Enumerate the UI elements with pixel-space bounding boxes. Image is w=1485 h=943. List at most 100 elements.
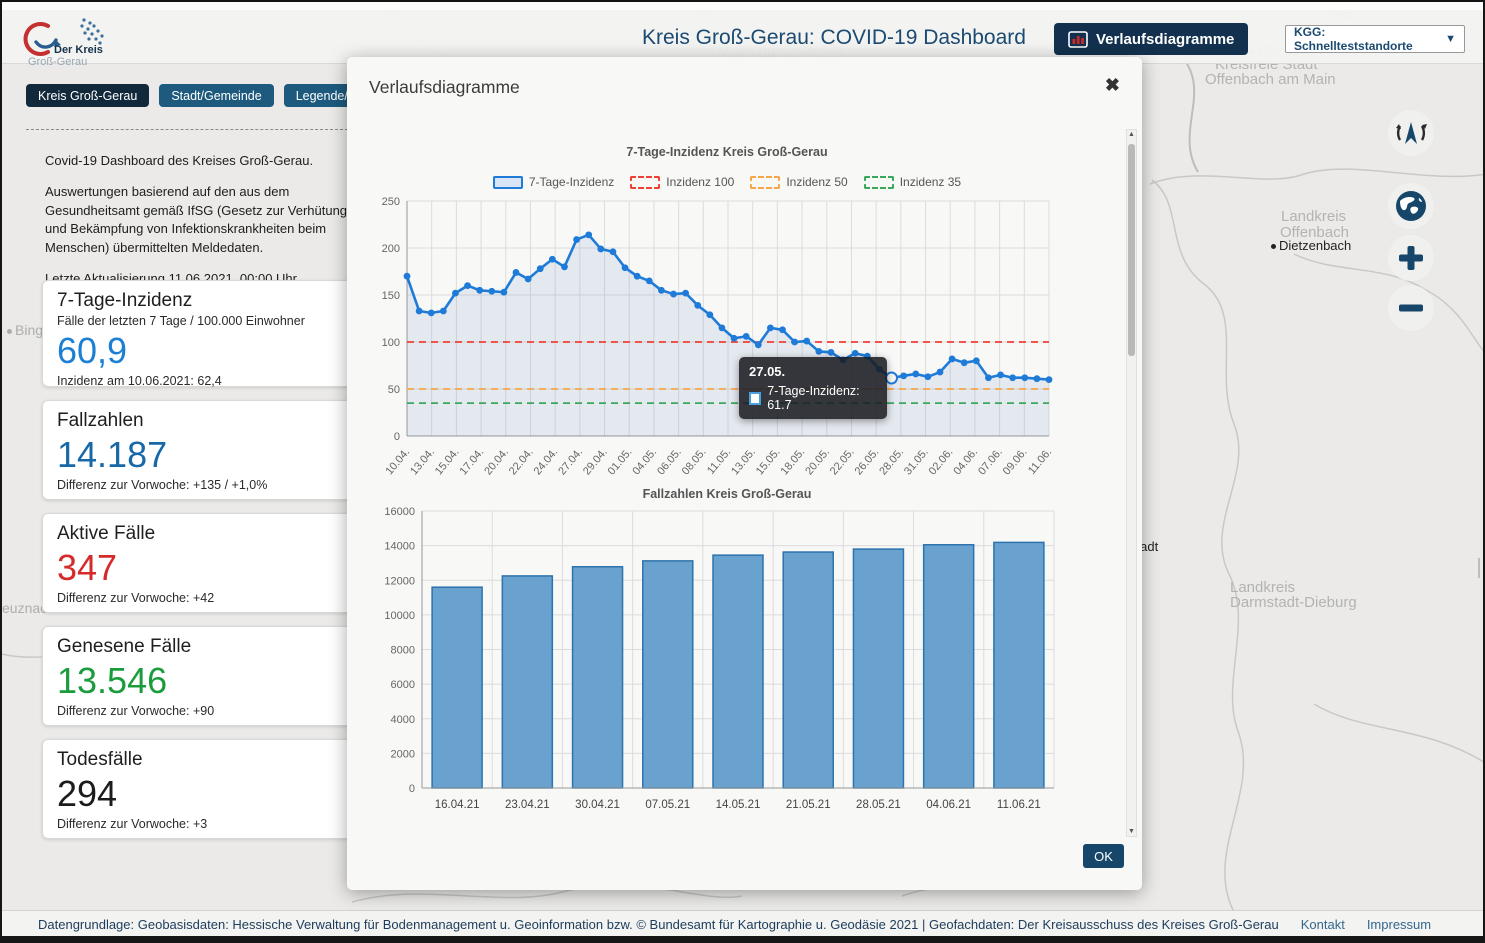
svg-text:06.05.: 06.05.	[655, 446, 684, 477]
svg-text:22.04.: 22.04.	[507, 446, 536, 477]
card-footnote: Differenz zur Vorwoche: +135 / +1,0%	[57, 478, 268, 493]
scroll-down-icon[interactable]: ▼	[1128, 828, 1135, 835]
series-swatch-icon	[749, 391, 762, 405]
bar-chart-icon	[1068, 30, 1088, 48]
scrollbar-thumb[interactable]	[1128, 144, 1135, 356]
card-todesfaelle: Todesfälle 294 Differenz zur Vorwoche: +…	[42, 739, 374, 839]
tooltip-date: 27.05.	[749, 364, 786, 379]
svg-text:2000: 2000	[391, 748, 415, 760]
header-bar: Der Kreis Groß-Gerau Kreis Groß-Gerau: C…	[2, 10, 1483, 68]
svg-text:15.05.: 15.05.	[754, 446, 783, 477]
svg-text:20.04.: 20.04.	[482, 446, 511, 477]
legend-swatch-icon	[630, 175, 661, 189]
zoom-in-button[interactable]	[1388, 235, 1434, 281]
svg-text:04.06.21: 04.06.21	[926, 799, 971, 811]
svg-text:20.05.: 20.05.	[803, 446, 832, 477]
close-icon[interactable]: ✖	[1104, 75, 1120, 95]
svg-text:4000: 4000	[391, 714, 415, 726]
intro-line-1: Covid-19 Dashboard des Kreises Groß-Gera…	[45, 153, 314, 168]
svg-text:21.05.21: 21.05.21	[786, 799, 831, 811]
svg-text:04.05.: 04.05.	[630, 446, 659, 477]
svg-text:30.04.21: 30.04.21	[575, 799, 620, 811]
svg-text:26.05.: 26.05.	[853, 446, 882, 477]
scroll-up-icon[interactable]: ▲	[1128, 131, 1135, 138]
legend-item[interactable]: Inzidenz 100	[630, 175, 734, 189]
logo-subtitle: Groß-Gerau	[28, 56, 88, 68]
legend-swatch-icon	[492, 175, 523, 189]
svg-text:27.04.: 27.04.	[556, 446, 585, 477]
card-footnote: Inzidenz am 10.06.2021: 62,4	[57, 374, 222, 389]
svg-text:04.06.: 04.06.	[951, 446, 980, 477]
verlaufsdiagramme-button[interactable]: Verlaufsdiagramme	[1054, 23, 1249, 55]
page-title: Kreis Groß-Gerau: COVID-19 Dashboard	[642, 26, 1026, 49]
compass-button[interactable]	[1388, 110, 1434, 156]
card-aktive-faelle: Aktive Fälle 347 Differenz zur Vorwoche:…	[42, 513, 374, 613]
verlaufsdiagramme-modal: Verlaufsdiagramme ✖ 7-Tage-Inzidenz Krei…	[347, 57, 1142, 890]
card-value: 347	[57, 547, 118, 588]
line-chart[interactable]: 05010015020025010.04.13.04.15.04.17.04.2…	[367, 189, 1087, 494]
top-strip	[2, 2, 1483, 10]
map-label: Landkreis	[1281, 208, 1347, 225]
svg-text:09.06.: 09.06.	[1001, 446, 1030, 477]
legend-swatch-icon	[863, 175, 894, 189]
svg-text:150: 150	[382, 290, 400, 302]
svg-text:29.04.: 29.04.	[581, 446, 610, 477]
intro-line-2: Auswertungen basierend auf den aus dem G…	[45, 184, 348, 255]
svg-text:16000: 16000	[384, 506, 415, 518]
svg-text:10000: 10000	[384, 610, 415, 622]
card-genesene-faelle: Genesene Fälle 13.546 Differenz zur Vorw…	[42, 626, 374, 726]
impressum-link[interactable]: Impressum	[1366, 917, 1432, 932]
kontakt-link[interactable]: Kontakt	[1300, 917, 1345, 932]
card-value: 294	[57, 773, 118, 814]
line-chart-title: 7-Tage-Inzidenz Kreis Groß-Gerau	[626, 145, 828, 159]
svg-text:28.05.: 28.05.	[877, 446, 906, 477]
svg-text:31.05.: 31.05.	[902, 446, 931, 477]
svg-text:50: 50	[388, 384, 400, 396]
svg-text:22.05.: 22.05.	[828, 446, 857, 477]
card-value: 13.546	[57, 660, 168, 701]
zoom-out-button[interactable]	[1388, 285, 1434, 331]
compass-icon	[1396, 122, 1427, 144]
card-footnote: Differenz zur Vorwoche: +42	[57, 591, 215, 606]
legend-item[interactable]: 7-Tage-Inzidenz	[492, 175, 614, 189]
map-label: Offenbach	[1280, 224, 1349, 241]
map-label: Dietzenbach	[1271, 238, 1351, 253]
legend-item[interactable]: Inzidenz 35	[863, 175, 961, 189]
globe-button[interactable]	[1388, 183, 1434, 229]
map-label: Darmstadt-Dieburg	[1230, 594, 1357, 611]
footer-bar: Datengrundlage: Geobasisdaten: Hessische…	[2, 910, 1483, 936]
ok-button[interactable]: OK	[1083, 844, 1124, 868]
legend-swatch-icon	[750, 175, 781, 189]
svg-text:11.06.21: 11.06.21	[997, 799, 1041, 811]
card-footnote: Differenz zur Vorwoche: +90	[57, 704, 215, 719]
modal-scrollbar[interactable]: ▲ ▼	[1126, 129, 1137, 837]
layer-select[interactable]: KGG: Schnellteststandorte ▼	[1285, 25, 1465, 53]
svg-text:14000: 14000	[384, 541, 415, 553]
svg-text:200: 200	[382, 243, 400, 255]
map-label: Offenbach am Main	[1205, 71, 1336, 88]
legend-item[interactable]: Inzidenz 50	[750, 175, 848, 189]
svg-text:100: 100	[382, 337, 400, 349]
card-footnote: Differenz zur Vorwoche: +3	[57, 817, 208, 832]
svg-text:250: 250	[382, 196, 400, 208]
tab-kreis-gross-gerau[interactable]: Kreis Groß-Gerau	[26, 84, 150, 107]
card-title: Fallzahlen	[57, 410, 144, 431]
svg-text:12000: 12000	[384, 575, 415, 587]
svg-text:13.05.: 13.05.	[729, 446, 758, 477]
map-label: euznach	[2, 600, 55, 616]
card-title: Todesfälle	[57, 749, 143, 770]
card-value: 60,9	[57, 330, 128, 371]
svg-text:0: 0	[394, 431, 400, 443]
svg-text:17.04.: 17.04.	[458, 446, 487, 477]
card-value: 14.187	[57, 434, 168, 475]
modal-title: Verlaufsdiagramme	[369, 77, 520, 97]
bar-chart[interactable]: 0 2000 4000 6000 8000 10000 12000 14000 16000 16.…	[367, 502, 1087, 832]
tooltip-value: 7-Tage-Inzidenz: 61.7	[767, 384, 860, 412]
chart-tooltip: 27.05. 7-Tage-Inzidenz: 61.7	[739, 357, 887, 419]
tab-stadt-gemeinde[interactable]: Stadt/Gemeinde	[159, 84, 274, 107]
layer-select-value: KGG: Schnellteststandorte	[1294, 25, 1413, 53]
svg-text:23.04.21: 23.04.21	[505, 799, 550, 811]
kreis-gross-gerau-logo-icon: Der Kreis Groß-Gerau	[12, 12, 122, 70]
svg-text:24.04.: 24.04.	[532, 446, 561, 477]
